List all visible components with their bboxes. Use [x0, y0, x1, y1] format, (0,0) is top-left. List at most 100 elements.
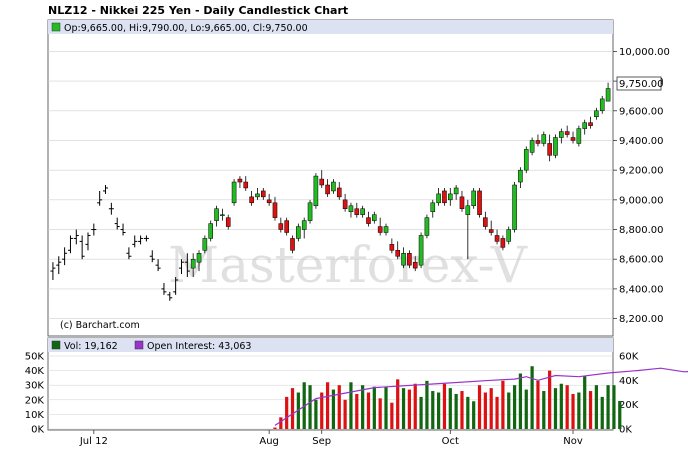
x-tick-label: Oct	[442, 436, 459, 447]
candle-body	[494, 235, 500, 242]
candle-body	[582, 122, 587, 129]
volume-bar	[419, 396, 423, 429]
candle-body	[301, 220, 307, 230]
volume-bar	[588, 391, 593, 429]
volume-left-tick-label: 40K	[25, 366, 45, 377]
candle-body	[576, 128, 582, 144]
volume-bar	[396, 379, 400, 429]
watermark: Masterforex-V	[168, 236, 528, 294]
candle-body	[225, 217, 231, 227]
candle-body	[255, 193, 260, 198]
volume-bar	[583, 376, 587, 429]
candle-body	[424, 217, 430, 236]
candle-body	[202, 238, 208, 251]
volume-bar	[618, 401, 622, 429]
candle-body	[366, 217, 371, 224]
price-legend-bar	[48, 20, 613, 34]
last-price-box	[616, 76, 662, 91]
candle-body	[471, 190, 476, 207]
volume-right-tick-label: 0K	[619, 425, 632, 436]
candle-body	[436, 193, 441, 204]
volume-bar	[594, 385, 598, 429]
volume-bar	[501, 380, 505, 429]
volume-bar	[290, 388, 295, 429]
volume-bar	[378, 398, 382, 429]
volume-bar	[612, 385, 616, 429]
volume-left-tick-label: 30K	[25, 381, 45, 392]
candle-body	[605, 88, 611, 102]
candle-body	[430, 202, 436, 212]
candle-body	[488, 229, 494, 233]
candle-body	[570, 137, 576, 141]
candle-body	[407, 253, 412, 266]
volume-left-tick-label: 50K	[25, 352, 45, 363]
volume-right-tick-label: 40K	[619, 376, 639, 387]
volume-bar	[495, 396, 499, 429]
volume-bar	[366, 392, 371, 429]
volume-bar	[442, 383, 447, 429]
candle-body	[401, 253, 406, 266]
volume-right-tick-label: 20K	[619, 400, 639, 411]
candle-body	[354, 208, 360, 215]
candle-body	[342, 199, 348, 209]
candle-body	[453, 187, 459, 195]
price-tick-label: 9,000.00	[619, 195, 664, 206]
volume-bar	[355, 393, 359, 429]
price-legend-swatch	[51, 22, 61, 32]
candle-body	[331, 181, 336, 192]
volume-bar	[308, 385, 312, 429]
candle-body	[588, 122, 593, 126]
candle-body	[523, 149, 529, 171]
volume-bar	[548, 370, 552, 429]
volume-legend-swatch	[51, 340, 61, 350]
oi-legend-text: Open Interest: 43,063	[147, 341, 251, 352]
candle-body	[518, 169, 523, 183]
volume-bar	[337, 385, 341, 429]
candle-body	[243, 181, 249, 189]
candle-body	[541, 134, 547, 144]
volume-bar	[285, 396, 289, 429]
volume-bar	[536, 380, 540, 429]
volume-bar	[343, 399, 347, 429]
candle-body	[483, 217, 488, 227]
volume-bar	[571, 393, 575, 429]
chart-title: NLZ12 - Nikkei 225 Yen - Daily Candlesti…	[48, 4, 349, 17]
volume-bar	[477, 385, 482, 429]
volume-bar	[407, 389, 411, 429]
open-interest-line	[274, 367, 688, 426]
candle-body	[307, 202, 313, 221]
candle-body	[231, 181, 237, 204]
volume-bar	[331, 389, 336, 429]
candle-body	[284, 220, 289, 233]
volume-bar	[472, 401, 476, 429]
volume-bar	[401, 388, 406, 429]
credit: (c) Barchart.com	[60, 320, 140, 331]
oi-legend-swatch	[134, 340, 144, 350]
x-tick-label: Jul 12	[79, 436, 108, 447]
volume-bar	[577, 392, 581, 429]
candle-body	[418, 235, 424, 266]
price-tick-label: 8,600.00	[619, 255, 664, 266]
volume-bar	[606, 385, 610, 429]
x-tick-label: Nov	[563, 436, 583, 447]
candle-body	[272, 202, 278, 218]
candle-body	[249, 196, 254, 204]
candle-body	[442, 190, 447, 204]
candle-body	[290, 238, 295, 251]
candle-body	[348, 205, 354, 212]
volume-bar	[437, 392, 441, 429]
candle-body	[599, 98, 605, 112]
candle-body	[196, 253, 202, 263]
volume-bar	[361, 385, 365, 429]
candle-body	[512, 184, 517, 230]
x-tick-label: Sep	[312, 436, 331, 447]
volume-bar	[454, 393, 458, 429]
volume-legend-text: Vol: 19,162	[64, 341, 118, 352]
volume-right-tick-label: 60K	[619, 352, 639, 363]
candle-body	[594, 110, 599, 117]
volume-bar	[507, 392, 511, 429]
candle-body	[325, 184, 330, 195]
volume-bar	[530, 366, 534, 429]
volume-bar	[518, 373, 523, 429]
